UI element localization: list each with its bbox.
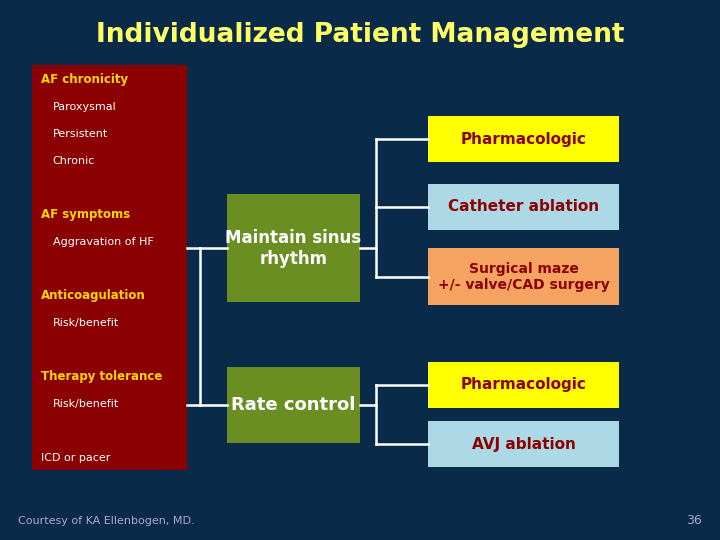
Text: Aggravation of HF: Aggravation of HF [53, 237, 153, 247]
Text: AF symptoms: AF symptoms [41, 208, 130, 221]
FancyBboxPatch shape [32, 65, 187, 470]
Text: ICD or pacer: ICD or pacer [41, 453, 110, 463]
Text: Paroxysmal: Paroxysmal [53, 102, 117, 112]
Text: Maintain sinus
rhythm: Maintain sinus rhythm [225, 229, 361, 268]
Text: Chronic: Chronic [53, 156, 95, 166]
Text: 36: 36 [686, 514, 702, 526]
Text: Anticoagulation: Anticoagulation [41, 289, 145, 302]
Text: Risk/benefit: Risk/benefit [53, 318, 119, 328]
Text: Surgical maze
+/- valve/CAD surgery: Surgical maze +/- valve/CAD surgery [438, 262, 610, 292]
FancyBboxPatch shape [428, 184, 619, 230]
FancyBboxPatch shape [428, 116, 619, 162]
FancyBboxPatch shape [428, 421, 619, 467]
FancyBboxPatch shape [428, 248, 619, 305]
Text: Catheter ablation: Catheter ablation [449, 199, 599, 214]
FancyBboxPatch shape [227, 367, 360, 443]
Text: Pharmacologic: Pharmacologic [461, 132, 587, 146]
Text: Courtesy of KA Ellenbogen, MD.: Courtesy of KA Ellenbogen, MD. [18, 516, 194, 526]
Text: Risk/benefit: Risk/benefit [53, 399, 119, 409]
Text: Individualized Patient Management: Individualized Patient Management [96, 22, 624, 48]
Text: Therapy tolerance: Therapy tolerance [41, 370, 163, 383]
Text: Persistent: Persistent [53, 129, 108, 139]
Text: AF chronicity: AF chronicity [41, 73, 128, 86]
FancyBboxPatch shape [227, 194, 360, 302]
Text: Pharmacologic: Pharmacologic [461, 377, 587, 392]
Text: Rate control: Rate control [231, 396, 356, 414]
Text: AVJ ablation: AVJ ablation [472, 437, 576, 451]
FancyBboxPatch shape [428, 362, 619, 408]
